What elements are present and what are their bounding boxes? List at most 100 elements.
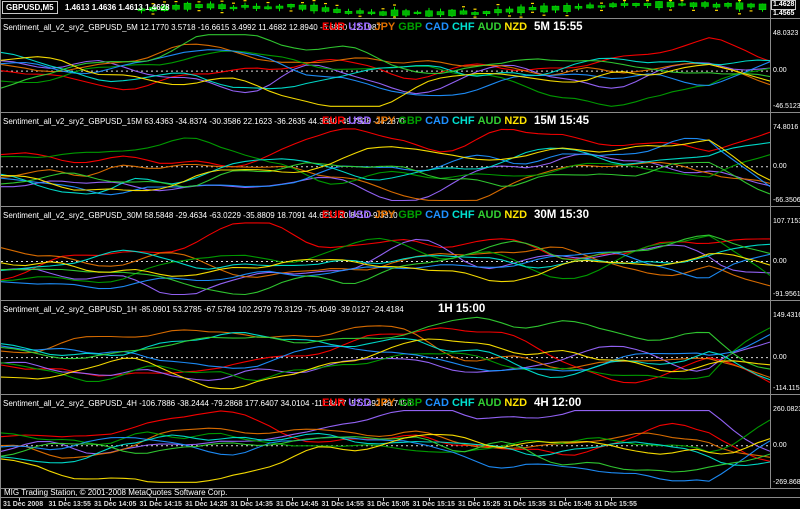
scale-max-label: 74.8016: [773, 124, 799, 131]
sentiment-line-aud: [1, 436, 770, 473]
price-chart-strip[interactable]: GBPUSD,M5 1.4613 1.4636 1.4613 1.4628: [1, 0, 770, 18]
scale-zero-label: 0.00: [773, 441, 787, 449]
legend-aud-label: AUD: [477, 209, 502, 221]
status-text: MIG Trading Station, © 2001-2008 MetaQuo…: [4, 488, 228, 497]
legend-nzd-label: NZD: [504, 21, 528, 33]
legend-chf-label: CHF: [451, 21, 475, 33]
sentiment-plot: [1, 128, 770, 202]
indicator-title: Sentiment_all_v2_sry2_GBPUSD_1H -85.0901…: [3, 305, 404, 314]
legend-cad-label: CAD: [425, 397, 449, 409]
sentiment-line-chf: [1, 51, 770, 90]
axis-tick: [474, 498, 475, 501]
time-label: 31 Dec 14:35: [230, 501, 273, 508]
scale-zero-label: 0.00: [773, 162, 787, 170]
legend-jpy-label: JPY: [374, 397, 396, 409]
sentiment-line-eur: [1, 128, 770, 168]
legend-chf-label: CHF: [451, 115, 475, 127]
axis-tick: [155, 498, 157, 501]
sentiment-line-nzd: [1, 433, 770, 483]
sentiment-line-jpy: [1, 246, 770, 287]
indicator-title: Sentiment_all_v2_sry2_GBPUSD_4H -106.788…: [3, 399, 412, 408]
time-label: 31 Dec 13:55: [48, 501, 91, 508]
secondary-price-label: 1.4565: [773, 10, 795, 17]
sentiment-line-chf: [1, 142, 770, 195]
time-label: 31 Dec 15:25: [458, 501, 501, 508]
scale-max-label: 260.0823: [773, 406, 800, 413]
indicator-scale[interactable]: 107.7153 0.00 -91.9561: [770, 207, 800, 301]
timeframe-label: 4H 12:00: [534, 397, 582, 409]
indicator-panel-4h[interactable]: Sentiment_all_v2_sry2_GBPUSD_4H -106.788…: [1, 394, 800, 489]
legend-aud-label: AUD: [477, 115, 502, 127]
time-label: 31 Dec 14:45: [276, 501, 319, 508]
sentiment-line-usd: [1, 238, 770, 296]
indicator-scale[interactable]: 149.4316 0.00 -114.1159: [770, 301, 800, 395]
sentiment-line-aud: [1, 34, 770, 89]
indicator-panels: Sentiment_all_v2_sry2_GBPUSD_5M 12.1770 …: [1, 18, 800, 489]
time-label: 31 Dec 14:15: [139, 501, 182, 508]
scale-min-label: -46.5123: [773, 103, 800, 110]
indicator-panel-5m[interactable]: Sentiment_all_v2_sry2_GBPUSD_5M 12.1770 …: [1, 18, 800, 113]
legend-gbp-label: GBP: [398, 21, 423, 33]
sentiment-plot: [1, 410, 770, 483]
sentiment-plot: [1, 316, 770, 390]
indicator-title: Sentiment_all_v2_sry2_GBPUSD_30M 58.5848…: [3, 211, 398, 220]
timeframe-label: 15M 15:45: [534, 115, 589, 127]
indicator-scale[interactable]: 74.8016 0.00 -66.3506: [770, 113, 800, 207]
legend-cad-label: CAD: [425, 21, 449, 33]
axis-tick: [383, 498, 384, 501]
sentiment-plot: [1, 222, 770, 296]
axis-tick: [64, 498, 66, 501]
currency-legend: EUR USD JPY GBP CAD CHF AUD NZD: [322, 115, 530, 127]
time-label: 31 Dec 15:05: [367, 501, 410, 508]
scale-min-label: -66.3506: [773, 197, 800, 204]
indicator-scale[interactable]: 48.0323 0.00 -46.5123: [770, 19, 800, 113]
currency-legend: EUR USD JPY GBP CAD CHF AUD NZD: [322, 397, 530, 409]
axis-tick: [610, 498, 612, 501]
sentiment-line-gbp: [1, 235, 770, 284]
time-label: 31 Dec 2008: [3, 501, 44, 508]
indicator-scale[interactable]: 260.0823 0.00 -269.8687: [770, 395, 800, 489]
scale-max-label: 149.4316: [773, 312, 800, 319]
timeframe-label: 30M 15:30: [534, 209, 589, 221]
legend-nzd-label: NZD: [504, 209, 528, 221]
legend-chf-label: CHF: [451, 397, 475, 409]
sentiment-line-cad: [1, 436, 770, 482]
sentiment-line-eur: [1, 327, 770, 384]
legend-usd-label: USD: [348, 209, 372, 221]
sentiment-line-usd: [1, 59, 770, 95]
sentiment-line-chf: [1, 332, 770, 381]
indicator-panel-1h[interactable]: Sentiment_all_v2_sry2_GBPUSD_1H -85.0901…: [1, 300, 800, 395]
sentiment-line-jpy: [1, 161, 770, 202]
time-label: 31 Dec 14:55: [321, 501, 364, 508]
legend-aud-label: AUD: [477, 21, 502, 33]
sentiment-line-gbp: [1, 50, 770, 107]
axis-tick: [519, 498, 521, 501]
indicator-panel-15m[interactable]: Sentiment_all_v2_sry2_GBPUSD_15M 63.4363…: [1, 112, 800, 207]
currency-legend: EUR USD JPY GBP CAD CHF AUD NZD: [322, 21, 530, 33]
legend-usd-label: USD: [348, 21, 372, 33]
sentiment-line-usd: [1, 341, 770, 381]
sentiment-line-aud: [1, 161, 770, 195]
sentiment-line-aud: [1, 316, 770, 370]
legend-gbp-label: GBP: [398, 397, 423, 409]
indicator-header: Sentiment_all_v2_sry2_GBPUSD_15M 63.4363…: [1, 114, 770, 127]
sentiment-line-gbp: [1, 419, 770, 453]
scale-zero-label: 0.00: [773, 353, 787, 361]
axis-tick: [110, 498, 111, 501]
chart-symbol-tab[interactable]: GBPUSD,M5: [2, 1, 58, 14]
sentiment-line-gbp: [1, 137, 770, 185]
sentiment-line-cad: [1, 137, 770, 196]
time-label: 31 Dec 15:55: [594, 501, 637, 508]
indicator-panel-30m[interactable]: Sentiment_all_v2_sry2_GBPUSD_30M 58.5848…: [1, 206, 800, 301]
time-axis[interactable]: 31 Dec 2008 31 Dec 13:55 31 Dec 14:05 31 De…: [1, 497, 800, 509]
indicator-header: Sentiment_all_v2_sry2_GBPUSD_4H -106.788…: [1, 396, 770, 409]
legend-eur-label: EUR: [322, 209, 346, 221]
sentiment-line-cad: [1, 334, 770, 372]
scale-max-label: 48.0323: [773, 30, 799, 37]
legend-gbp-label: GBP: [398, 115, 423, 127]
top-price-scale[interactable]: 1.4628 1.4565: [770, 0, 800, 18]
legend-eur-label: EUR: [322, 21, 346, 33]
time-label: 31 Dec 14:25: [185, 501, 228, 508]
sentiment-line-nzd: [1, 56, 770, 107]
